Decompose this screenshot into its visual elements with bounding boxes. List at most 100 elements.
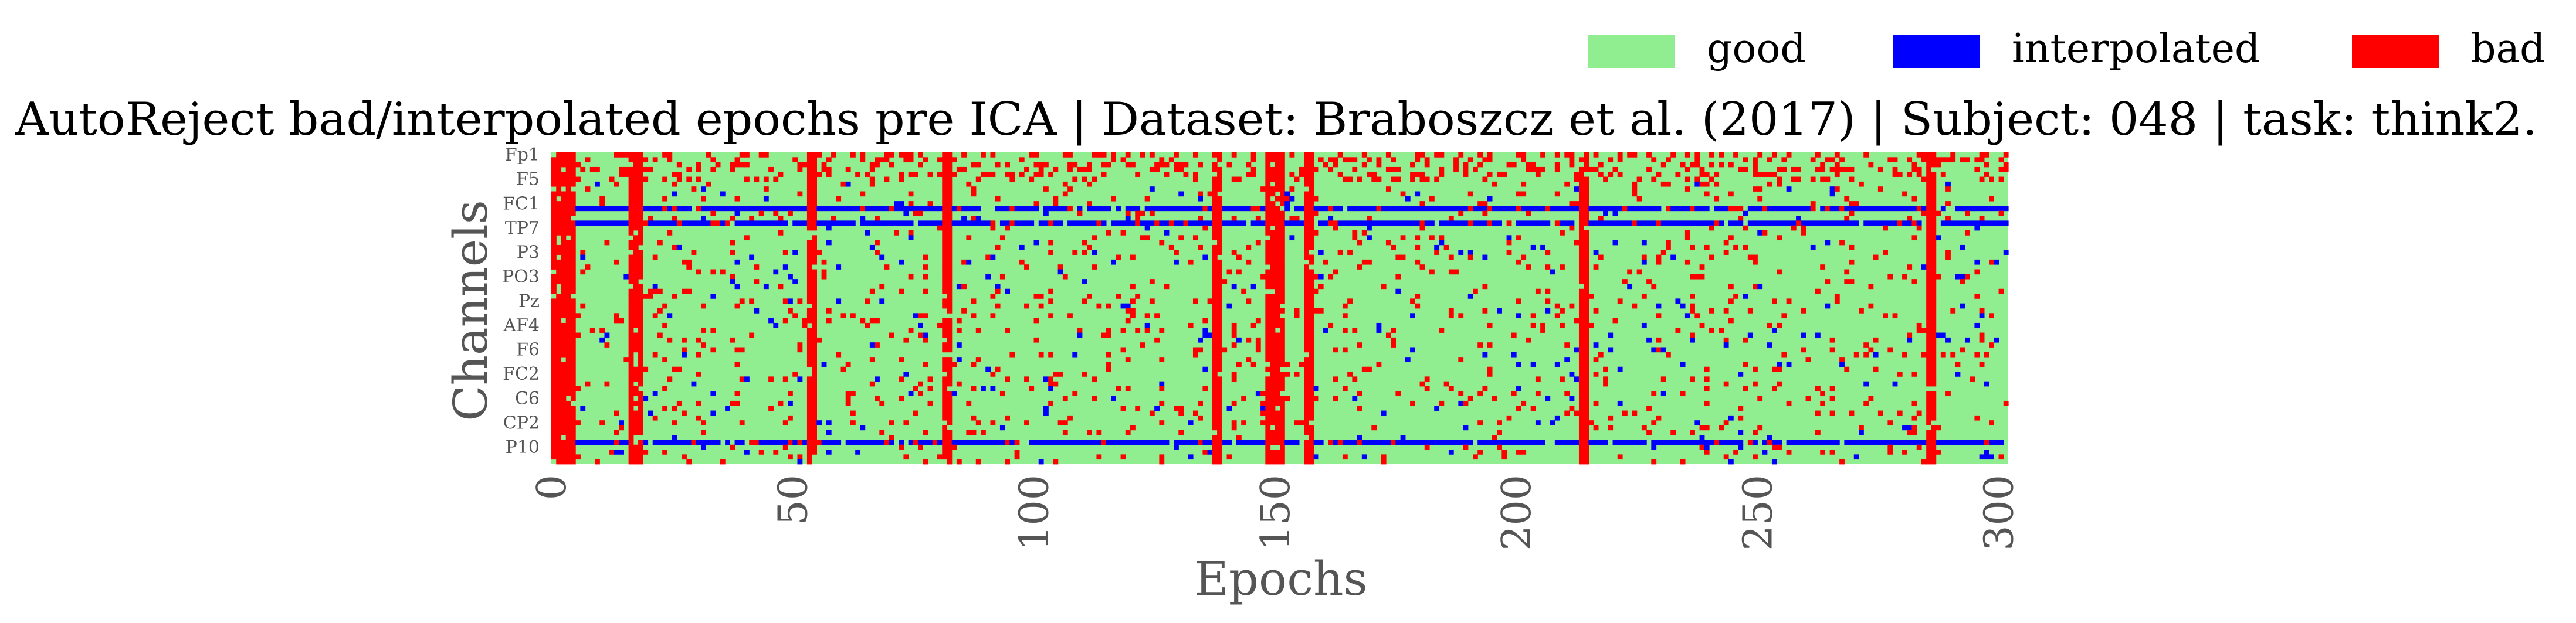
cell-bad xyxy=(1371,172,1377,177)
cell-interpolated xyxy=(1144,322,1150,328)
cell-bad xyxy=(561,274,567,280)
cell-bad xyxy=(1280,444,1285,450)
cell-bad xyxy=(1275,347,1280,353)
cell-bad xyxy=(672,244,677,250)
cell-bad xyxy=(570,366,576,372)
cell-bad xyxy=(700,430,706,435)
cell-bad xyxy=(812,313,817,319)
cell-interpolated xyxy=(1979,220,1985,226)
cell-bad xyxy=(875,157,880,163)
cell-bad xyxy=(889,332,894,338)
cell-bad xyxy=(1270,372,1276,377)
cell-bad xyxy=(638,381,643,387)
cell-bad xyxy=(556,191,562,197)
cell-bad xyxy=(1120,406,1126,411)
cell-interpolated xyxy=(1853,440,1859,445)
cell-bad xyxy=(1584,279,1589,284)
legend-swatch-bad xyxy=(2352,35,2439,68)
cell-interpolated xyxy=(1086,220,1092,226)
cell-interpolated xyxy=(657,220,663,226)
cell-bad xyxy=(1304,220,1309,226)
cell-bad xyxy=(947,400,953,406)
cell-interpolated xyxy=(956,357,962,362)
cell-bad xyxy=(638,201,643,206)
cell-bad xyxy=(1482,157,1488,163)
cell-bad xyxy=(1733,206,1738,212)
cell-bad xyxy=(734,157,740,163)
cell-bad xyxy=(1859,308,1864,314)
cell-bad xyxy=(995,162,1001,168)
cell-interpolated xyxy=(1342,440,1348,445)
cell-bad xyxy=(623,357,629,362)
cell-bad xyxy=(1926,166,1931,172)
cell-bad xyxy=(1048,400,1054,406)
cell-bad xyxy=(1270,152,1276,158)
cell-bad xyxy=(551,362,557,367)
cell-bad xyxy=(561,279,567,284)
cell-bad xyxy=(845,166,851,172)
cell-bad xyxy=(575,420,581,425)
cell-bad xyxy=(1584,264,1589,270)
cell-bad xyxy=(1280,400,1285,406)
cell-bad xyxy=(1535,172,1541,177)
cell-bad xyxy=(1554,303,1560,309)
cell-bad xyxy=(1651,420,1657,425)
cell-bad xyxy=(1424,176,1430,182)
cell-interpolated xyxy=(648,220,653,226)
cell-bad xyxy=(927,172,933,177)
cell-interpolated xyxy=(1839,362,1845,367)
cell-bad xyxy=(1820,176,1826,182)
cell-bad xyxy=(570,152,576,158)
cell-bad xyxy=(1304,308,1309,314)
cell-bad xyxy=(1666,244,1671,250)
cell-interpolated xyxy=(1651,206,1657,212)
cell-bad xyxy=(1931,172,1937,177)
cell-interpolated xyxy=(619,206,624,212)
cell-interpolated xyxy=(1873,220,1879,226)
cell-interpolated xyxy=(1072,352,1078,358)
cell-interpolated xyxy=(1092,440,1097,445)
cell-bad xyxy=(1931,391,1937,397)
cell-interpolated xyxy=(1593,220,1599,226)
cell-interpolated xyxy=(1178,440,1184,445)
cell-bad xyxy=(1921,157,1927,163)
cell-bad xyxy=(739,162,745,168)
cell-bad xyxy=(1530,166,1536,172)
cell-bad xyxy=(889,162,894,168)
cell-bad xyxy=(1217,225,1222,231)
cell-bad xyxy=(923,264,928,270)
cell-bad xyxy=(556,400,562,406)
cell-bad xyxy=(561,444,567,450)
cell-interpolated xyxy=(1974,206,1980,212)
cell-interpolated xyxy=(1627,206,1633,212)
cell-interpolated xyxy=(1593,342,1599,348)
cell-bad xyxy=(1275,274,1280,280)
cell-bad xyxy=(1019,157,1025,163)
cell-bad xyxy=(662,152,668,158)
cell-interpolated xyxy=(1125,303,1131,309)
cell-bad xyxy=(1569,162,1575,168)
cell-interpolated xyxy=(1183,206,1189,212)
cell-bad xyxy=(1236,176,1242,182)
cell-bad xyxy=(1265,328,1271,333)
cell-interpolated xyxy=(1651,440,1657,445)
cell-bad xyxy=(1931,206,1937,212)
cell-bad xyxy=(1376,362,1382,367)
cell-bad xyxy=(1280,362,1285,367)
cell-bad xyxy=(1940,172,1946,177)
cell-bad xyxy=(826,157,832,163)
cell-interpolated xyxy=(1617,220,1623,226)
cell-interpolated xyxy=(1998,206,2004,212)
cell-interpolated xyxy=(1323,328,1328,333)
cell-interpolated xyxy=(869,440,875,445)
cell-bad xyxy=(1270,410,1276,416)
cell-bad xyxy=(1463,444,1469,450)
cell-bad xyxy=(1275,152,1280,158)
cell-bad xyxy=(1309,191,1314,197)
cell-interpolated xyxy=(1516,220,1521,226)
cell-bad xyxy=(1062,181,1068,187)
cell-bad xyxy=(638,357,643,362)
cell-interpolated xyxy=(1241,220,1247,226)
cell-bad xyxy=(556,386,562,391)
cell-bad xyxy=(1072,250,1078,255)
